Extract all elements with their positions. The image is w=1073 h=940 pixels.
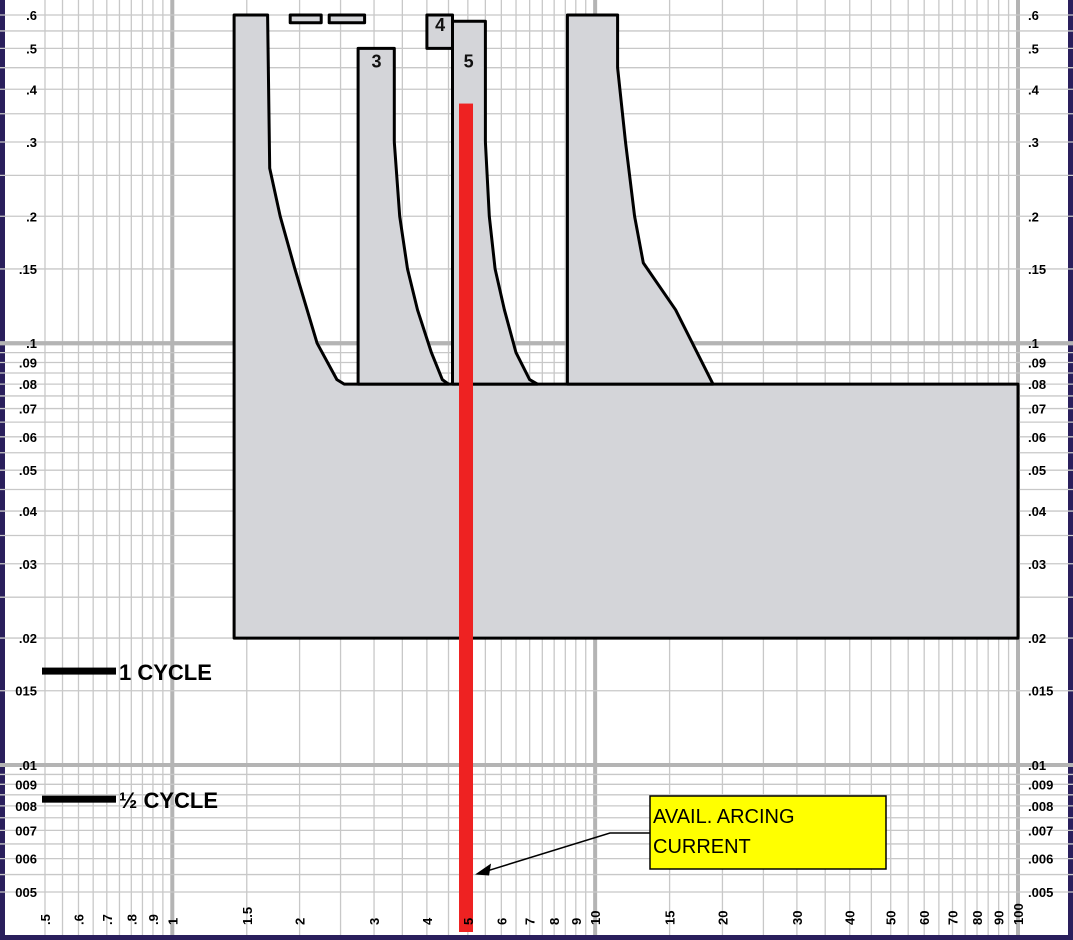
y-tick-label-right: .09 <box>1028 356 1046 371</box>
y-tick-label-left: .07 <box>19 402 37 417</box>
y-tick-label-right: .15 <box>1028 262 1046 277</box>
y-tick-label-right: .015 <box>1028 684 1053 699</box>
y-tick-label-left: 006 <box>15 852 37 867</box>
x-tick-label: 60 <box>917 911 932 925</box>
y-tick-label-right: .03 <box>1028 557 1046 572</box>
y-axis-left-tick-labels: .6 .5 .4 .3 .2 .15 .1 .09 .08 .07 .06 .05 .04 .03 .02 0… <box>15 8 37 900</box>
y-axis-right-tick-labels: .6 .5 .4 .3 .2 .15 .1 .09 .08 .07 .06 .05 .04 .03 .02.… <box>1028 8 1053 900</box>
y-tick-label-left: .06 <box>19 430 37 445</box>
y-tick-label-left: .4 <box>26 82 38 97</box>
y-tick-label-left: 008 <box>15 799 37 814</box>
x-tick-label: 5 <box>461 918 476 925</box>
y-tick-label-right: .007 <box>1028 823 1053 838</box>
y-tick-label-right: .07 <box>1028 402 1046 417</box>
y-tick-label-left: .09 <box>19 356 37 371</box>
y-tick-label-right: .1 <box>1028 336 1039 351</box>
y-tick-label-left: 015 <box>15 684 37 699</box>
y-tick-label-left: .15 <box>19 262 37 277</box>
x-tick-label: 2 <box>293 918 308 925</box>
y-tick-label-right: .04 <box>1028 504 1047 519</box>
y-tick-label-right: .06 <box>1028 430 1046 445</box>
y-tick-label-left: .3 <box>26 135 37 150</box>
x-tick-label: 90 <box>992 911 1007 925</box>
x-tick-label: 4 <box>420 917 435 925</box>
band-top-small-b <box>327 13 367 25</box>
y-tick-label-left: 007 <box>15 823 37 838</box>
cycle-marker-label: 1 CYCLE <box>119 660 212 685</box>
y-tick-label-right: .008 <box>1028 799 1053 814</box>
y-tick-label-right: .009 <box>1028 777 1053 792</box>
y-tick-label-right: .02 <box>1028 631 1046 646</box>
y-tick-label-left: .05 <box>19 463 37 478</box>
tcc-bands <box>232 13 1020 640</box>
y-tick-label-right: .01 <box>1028 758 1046 773</box>
x-tick-label: .9 <box>146 914 161 925</box>
band-top-small-a <box>288 13 323 25</box>
x-tick-label: .7 <box>100 914 115 925</box>
x-tick-label: 20 <box>715 911 730 925</box>
y-tick-label-right: .006 <box>1028 852 1053 867</box>
band-right <box>565 13 715 386</box>
x-tick-label: .8 <box>124 914 139 925</box>
y-tick-label-left: .08 <box>19 377 37 392</box>
x-tick-label: 7 <box>523 918 538 925</box>
y-tick-label-right: .5 <box>1028 41 1039 56</box>
band-label: 5 <box>464 52 474 72</box>
y-tick-label-left: .2 <box>26 209 37 224</box>
x-tick-label: 70 <box>945 911 960 925</box>
band-3 <box>356 46 450 386</box>
y-tick-label-right: .08 <box>1028 377 1046 392</box>
x-tick-label: 10 <box>588 911 603 925</box>
x-tick-label: 8 <box>547 918 562 925</box>
y-tick-label-right: .2 <box>1028 209 1039 224</box>
y-tick-label-right: .4 <box>1028 82 1040 97</box>
x-tick-label: 15 <box>663 911 678 925</box>
y-tick-label-left: .03 <box>19 557 37 572</box>
cycle-markers: 1 CYCLE ½ CYCLE <box>42 660 218 813</box>
y-tick-label-right: .3 <box>1028 135 1039 150</box>
x-tick-label: 3 <box>367 918 382 925</box>
y-tick-label-left: .5 <box>26 41 37 56</box>
x-tick-label: 30 <box>790 911 805 925</box>
x-tick-label: 9 <box>569 918 584 925</box>
y-tick-label-left: .02 <box>19 631 37 646</box>
x-tick-label: 100 <box>1011 903 1026 925</box>
cycle-marker-bar <box>42 795 116 803</box>
y-tick-label-left: .01 <box>19 758 37 773</box>
x-axis-tick-labels: .5 .6 .7 .8 .9 1 1.5 2 3 4 5 6 7 8 9 10 15 20 30 40 50 60 70 80… <box>38 903 1026 925</box>
y-tick-label-left: .04 <box>19 504 38 519</box>
x-tick-label: 1.5 <box>240 907 255 925</box>
callout-text: CURRENT <box>653 836 751 858</box>
callout-arrow-head <box>475 863 492 876</box>
y-tick-label-left: .1 <box>26 336 37 351</box>
band-5 <box>451 19 539 386</box>
x-tick-label: .5 <box>38 914 53 925</box>
x-tick-label: 6 <box>494 918 509 925</box>
x-tick-label: 1 <box>165 918 180 925</box>
callout-arrow-line <box>484 832 650 873</box>
x-tick-label: 50 <box>884 911 899 925</box>
cycle-marker-label: ½ CYCLE <box>119 788 218 813</box>
callout: AVAIL. ARCING CURRENT <box>475 795 887 876</box>
callout-text: AVAIL. ARCING <box>653 806 795 828</box>
y-tick-label-left: .6 <box>26 8 37 23</box>
x-tick-label: 40 <box>843 911 858 925</box>
band-labels: 3 45 <box>371 15 473 72</box>
y-tick-label-right: .05 <box>1028 463 1046 478</box>
cycle-marker-bar <box>42 667 116 675</box>
band-base <box>232 13 1020 640</box>
x-tick-label: 80 <box>970 911 985 925</box>
y-tick-label-right: .6 <box>1028 8 1039 23</box>
band-label: 4 <box>435 15 445 35</box>
x-tick-label: .6 <box>71 914 86 925</box>
y-tick-label-right: .005 <box>1028 885 1053 900</box>
band-label: 3 <box>371 52 381 72</box>
arcing-current-bar <box>459 103 474 933</box>
arcing-current-line <box>459 103 474 933</box>
y-tick-label-left: 005 <box>15 885 37 900</box>
y-tick-label-left: 009 <box>15 777 37 792</box>
